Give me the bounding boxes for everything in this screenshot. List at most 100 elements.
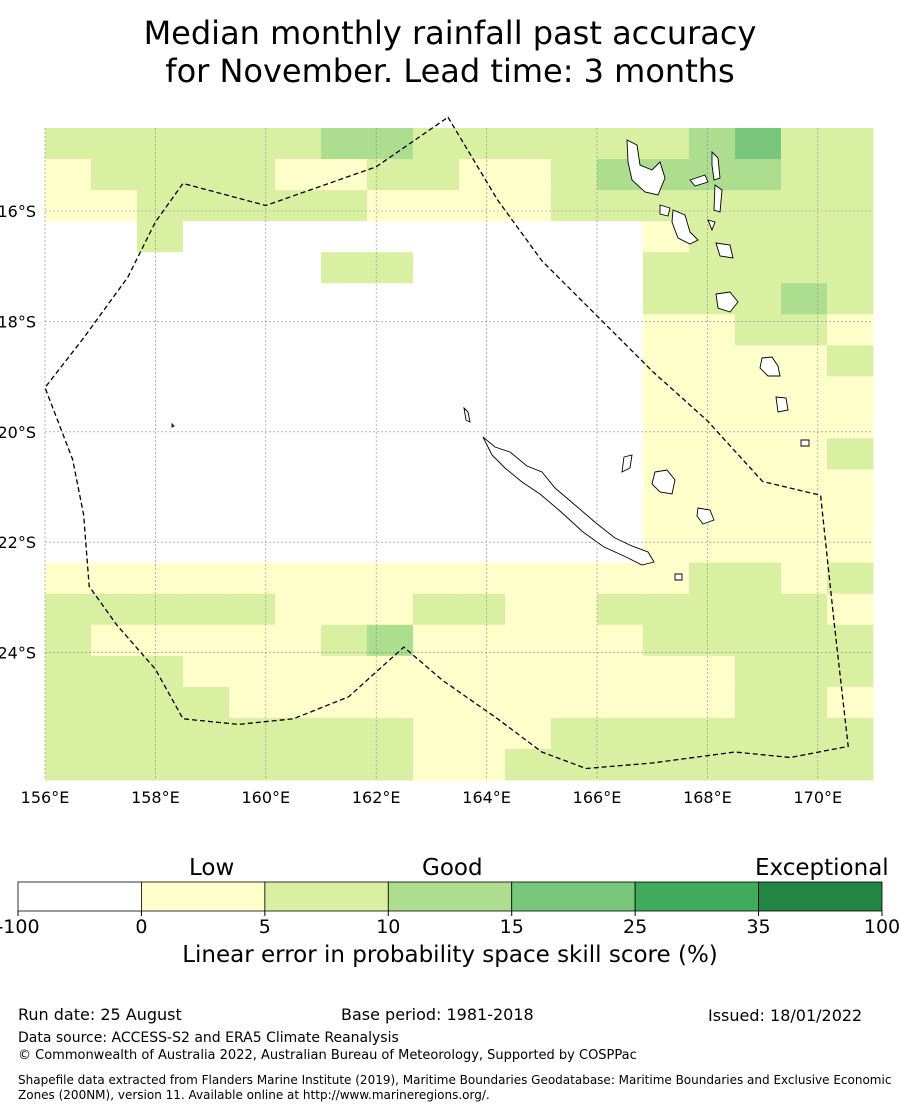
skill-cell bbox=[367, 562, 414, 595]
skill-cell bbox=[413, 407, 460, 439]
skill-cell bbox=[321, 128, 368, 160]
skill-cell bbox=[137, 531, 184, 564]
skill-cell bbox=[689, 376, 736, 408]
skill-cell bbox=[275, 314, 322, 346]
skill-cell bbox=[91, 190, 138, 222]
skill-cell bbox=[505, 717, 552, 750]
skill-cell bbox=[827, 531, 874, 564]
skill-cell bbox=[597, 345, 644, 377]
skill-cell bbox=[91, 562, 138, 595]
skill-cell bbox=[689, 469, 736, 502]
skill-cell bbox=[827, 624, 874, 657]
skill-cell bbox=[597, 314, 644, 346]
skill-cell bbox=[643, 624, 690, 657]
skill-cell bbox=[137, 748, 184, 781]
skill-cell bbox=[781, 717, 828, 750]
colorbar-segment bbox=[758, 881, 883, 912]
skill-cell bbox=[45, 159, 92, 191]
skill-cell bbox=[597, 469, 644, 502]
skill-cell bbox=[45, 190, 92, 222]
skill-cell bbox=[551, 686, 598, 719]
skill-cell bbox=[367, 500, 414, 533]
skill-cell bbox=[45, 655, 92, 688]
erromango-coast bbox=[759, 356, 781, 377]
latitude-label: 22°S bbox=[0, 533, 36, 552]
longitude-tick-labels: 156°E 158°E 160°E 162°E 164°E 166°E 168°E 170°E bbox=[21, 788, 842, 807]
skill-cell bbox=[275, 624, 322, 657]
skill-cell bbox=[137, 686, 184, 719]
skill-cell bbox=[643, 500, 690, 533]
skill-cell bbox=[643, 252, 690, 284]
new-caledonia-coast bbox=[482, 436, 655, 566]
skill-cell bbox=[827, 562, 874, 595]
skill-cell bbox=[643, 438, 690, 471]
skill-cell bbox=[137, 376, 184, 408]
skill-cell bbox=[45, 686, 92, 719]
skill-cell bbox=[137, 252, 184, 284]
skill-cell bbox=[827, 314, 874, 346]
category-label-exceptional: Exceptional bbox=[755, 855, 889, 881]
skill-cell bbox=[367, 438, 414, 471]
skill-cell bbox=[827, 717, 874, 750]
skill-cell bbox=[689, 531, 736, 564]
skill-cell bbox=[45, 438, 92, 471]
skill-cell bbox=[321, 159, 368, 191]
skill-cell bbox=[597, 283, 644, 315]
skill-cell bbox=[597, 221, 644, 253]
skill-cell bbox=[735, 407, 782, 439]
skill-cell bbox=[505, 345, 552, 377]
data-source: Data source: ACCESS-S2 and ERA5 Climate … bbox=[18, 1030, 399, 1046]
skill-grid-cells bbox=[45, 128, 874, 781]
skill-cell bbox=[597, 190, 644, 222]
skill-cell bbox=[781, 221, 828, 253]
skill-cell bbox=[91, 252, 138, 284]
skill-cell bbox=[91, 128, 138, 160]
skill-cell bbox=[367, 531, 414, 564]
skill-cell bbox=[137, 717, 184, 750]
skill-cell bbox=[551, 190, 598, 222]
longitude-label: 170°E bbox=[793, 788, 842, 807]
skill-cell bbox=[183, 624, 230, 657]
skill-cell bbox=[827, 593, 874, 626]
skill-cell bbox=[229, 562, 276, 595]
skill-cell bbox=[413, 221, 460, 253]
colorbar-tick-label: -100 bbox=[0, 916, 40, 938]
skill-cell bbox=[551, 376, 598, 408]
skill-cell bbox=[505, 686, 552, 719]
skill-cell bbox=[827, 221, 874, 253]
skill-cell bbox=[781, 376, 828, 408]
skill-cell bbox=[91, 345, 138, 377]
skill-cell bbox=[459, 624, 506, 657]
skill-cell bbox=[183, 500, 230, 533]
skill-cell bbox=[45, 407, 92, 439]
skill-cell bbox=[183, 407, 230, 439]
efate-coast bbox=[715, 291, 739, 313]
skill-cell bbox=[45, 376, 92, 408]
belep-islands bbox=[463, 406, 471, 423]
skill-cell bbox=[551, 438, 598, 471]
skill-cell bbox=[505, 376, 552, 408]
skill-cell bbox=[551, 314, 598, 346]
skill-cell bbox=[781, 128, 828, 160]
skill-cell bbox=[45, 283, 92, 315]
skill-cell bbox=[321, 717, 368, 750]
malakula-coast bbox=[671, 209, 699, 245]
skill-cell bbox=[91, 624, 138, 657]
skill-cell bbox=[597, 686, 644, 719]
skill-cell bbox=[183, 128, 230, 160]
skill-cell bbox=[229, 438, 276, 471]
skill-cell bbox=[735, 469, 782, 502]
skill-cell bbox=[137, 407, 184, 439]
copyright: © Commonwealth of Australia 2022, Austra… bbox=[18, 1048, 637, 1063]
skill-cell bbox=[229, 748, 276, 781]
skill-cell bbox=[137, 500, 184, 533]
skill-cell bbox=[275, 469, 322, 502]
skill-cell bbox=[689, 345, 736, 377]
skill-cell bbox=[459, 686, 506, 719]
colorbar-tick-label: 0 bbox=[135, 916, 147, 938]
skill-cell bbox=[551, 717, 598, 750]
skill-cell bbox=[827, 376, 874, 408]
skill-cell bbox=[275, 593, 322, 626]
skill-cell bbox=[91, 438, 138, 471]
